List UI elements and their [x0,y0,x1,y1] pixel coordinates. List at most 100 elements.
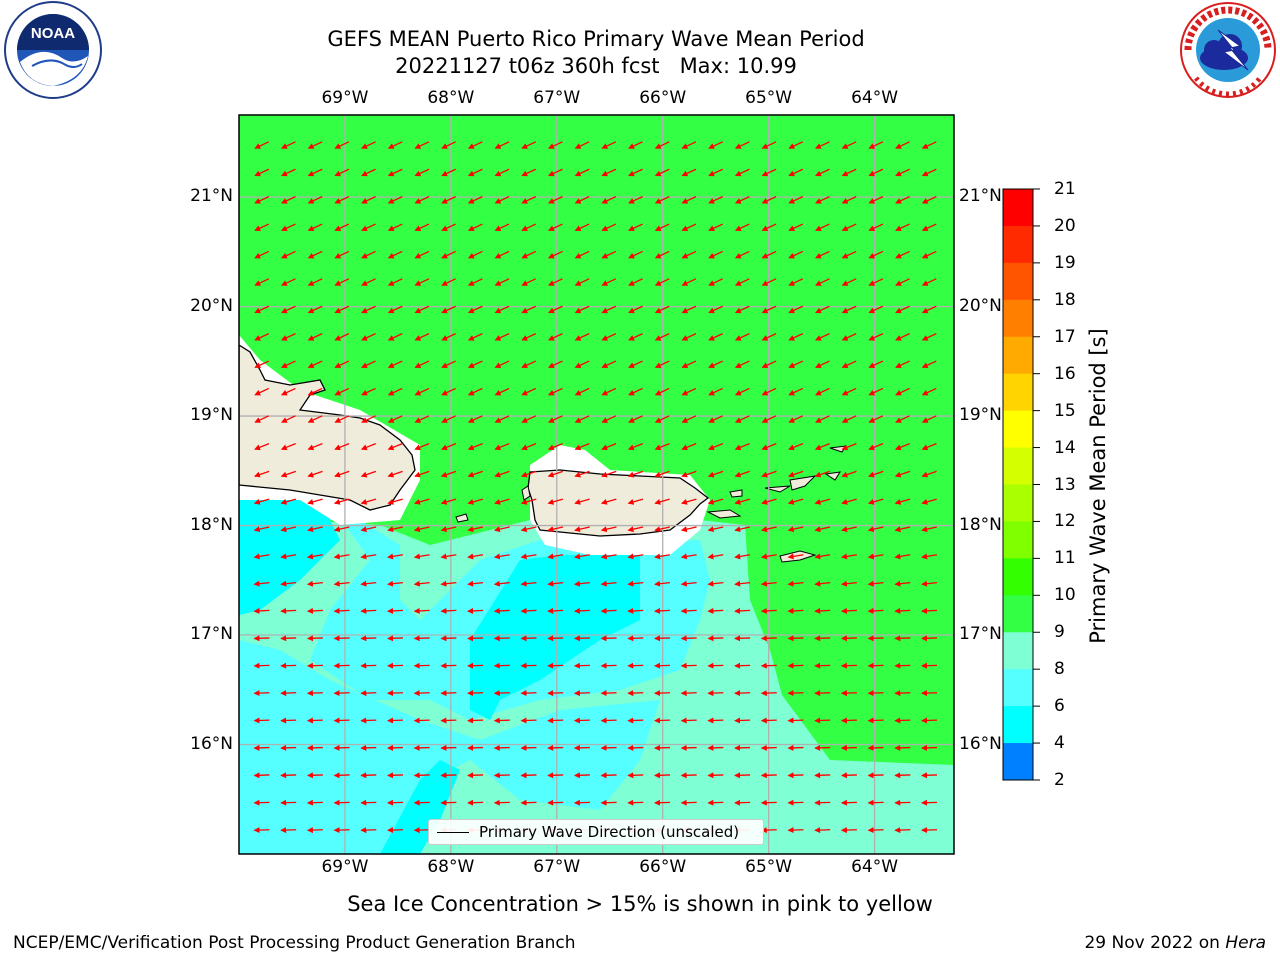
wave-arrow [547,278,563,286]
wave-arrow [627,799,644,806]
wave-arrow [307,223,323,231]
wave-arrow [440,799,457,806]
wave-arrow [680,580,697,587]
lat-label-right-4: 18°N [959,514,1002,535]
wave-arrow [333,827,350,834]
wave-arrow [413,526,430,533]
wave-arrow [787,772,804,779]
wave-arrow [413,580,430,587]
wave-arrow [574,333,590,341]
wave-arrow [814,662,831,669]
wave-arrow [547,744,564,751]
wave-arrow [761,223,777,231]
wave-arrow [547,607,564,614]
wave-arrow [254,387,270,396]
wave-arrow [921,690,938,697]
wave-arrow [680,526,697,533]
wave-arrow [307,333,323,341]
wave-arrow [520,690,537,697]
wave-arrow [414,387,430,396]
wave-arrow [707,635,724,642]
wave-arrow [921,744,938,751]
wave-arrow [867,772,884,779]
wave-arrow [441,415,456,423]
wave-arrow [280,141,296,149]
wave-arrow [921,553,938,560]
wave-arrow [307,470,323,478]
lon-label-top-3: 67°W [533,88,581,108]
wave-arrow [360,580,377,587]
wave-arrow [841,168,857,177]
wave-arrow [547,250,563,259]
colorbar-tick-label: 8 [1054,659,1065,680]
wave-arrow [628,387,643,396]
wave-arrow [494,387,510,396]
wave-arrow [681,168,697,177]
map-grid [239,115,954,854]
colorbar-tick-label: 6 [1054,696,1065,717]
wave-arrow [708,387,723,396]
wave-arrow [707,498,724,505]
wave-arrow [547,772,564,779]
wave-arrow [521,442,537,451]
wave-arrow [787,635,804,642]
wave-arrow [895,250,910,259]
wave-arrow [547,305,563,314]
wave-arrow [787,470,804,478]
wave-arrow [280,744,297,751]
wave-arrow [440,635,457,642]
wave-arrow [628,250,643,259]
wave-arrow [654,717,671,724]
wave-arrow [627,526,644,533]
wave-arrow [627,772,644,779]
wave-arrow [707,553,724,560]
wave-arrow [895,278,910,286]
wave-arrow [921,470,937,478]
wave-arrow [841,278,857,286]
colorbar-tick-label: 19 [1054,252,1076,273]
wave-arrow [654,305,670,314]
wave-arrow [814,387,830,396]
wave-arrow [761,442,777,451]
colorbar-tick-label: 13 [1054,474,1076,495]
wave-arrow [734,498,750,505]
wave-arrow [628,168,643,177]
wave-arrow [520,744,537,751]
wave-arrow [574,168,590,177]
colorbar-tick-label: 18 [1054,289,1076,310]
wave-arrow [654,223,670,231]
colorbar-tick-label: 9 [1054,622,1065,643]
wave-arrow [307,278,323,286]
wave-arrow [333,662,350,669]
wave-arrow [654,470,670,478]
wave-arrow [680,799,697,806]
wave-arrow [681,387,697,396]
wave-arrow [521,415,537,423]
wave-arrow [413,690,430,697]
wave-arrow [841,223,857,231]
wave-arrow [921,141,937,149]
colorbar-tick-label: 4 [1054,733,1065,754]
wave-arrow [680,717,697,724]
wave-arrow [306,744,323,751]
wave-arrow [921,415,937,423]
wave-arrow [814,141,830,149]
wave-arrow [574,141,590,149]
wave-arrow [547,141,563,149]
lon-label-top-2: 68°W [427,88,475,108]
wave-arrow [280,223,296,231]
wave-arrow [787,799,804,806]
wave-arrow [361,415,376,423]
wave-direction-arrows [253,141,938,834]
wave-arrow [547,360,563,368]
colorbar-tick-label: 15 [1054,400,1076,421]
wave-arrow [708,333,723,341]
wave-arrow [628,305,643,314]
wave-arrow [441,168,456,177]
wave-arrow [628,333,643,341]
wave-arrow [708,360,723,368]
colorbar-segment [1003,336,1033,375]
colorbar-tick-label: 17 [1054,326,1076,347]
wave-arrow [894,662,911,669]
wave-arrow [600,717,617,724]
